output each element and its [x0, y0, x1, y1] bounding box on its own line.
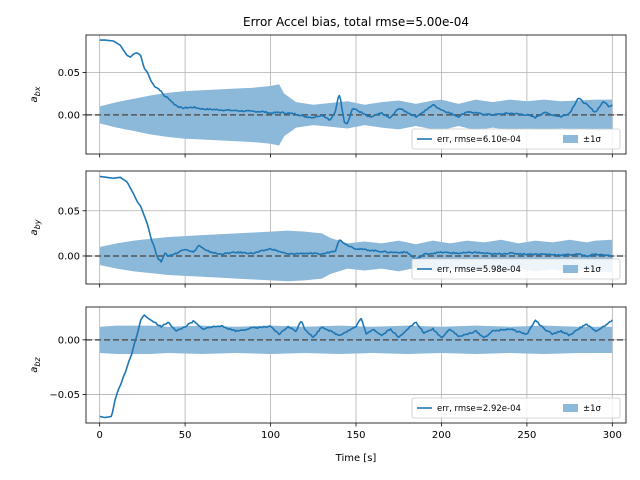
chart-title: Error Accel bias, total rmse=5.00e-04: [243, 15, 469, 29]
x-axis-label: Time [s]: [335, 453, 377, 464]
legend-entry-sigma: ±1σ: [583, 265, 602, 275]
x-tick-label: 200: [432, 430, 451, 441]
x-tick-label: 100: [261, 430, 280, 441]
error-line-bx: [99, 39, 613, 125]
legend-entry-sigma: ±1σ: [583, 404, 602, 414]
legend-band-swatch: [563, 265, 578, 273]
y-tick-label: −0.05: [49, 390, 80, 401]
legend-band-swatch: [563, 135, 578, 143]
legend-entry-error: err, rmse=5.98e-04: [437, 265, 521, 275]
y-axis-label: abz: [29, 356, 42, 372]
x-tick-label: 300: [603, 430, 622, 441]
y-tick-label: 0.00: [58, 111, 80, 122]
subplot-by: 0.00 0.05 aby err, rmse=5.98e-04 ±1σ: [29, 170, 627, 288]
legend-entry-error: err, rmse=6.10e-04: [437, 135, 521, 145]
y-axis-label: abx: [29, 86, 42, 102]
x-tick-label: 50: [179, 430, 192, 441]
legend: err, rmse=6.10e-04 ±1σ: [411, 128, 621, 150]
y-tick-label: 0.00: [58, 252, 80, 263]
subplots-container: 0.00 0.05 abx err, rmse=6.10e-04 ±1σ 0.00 0.05…: [29, 34, 627, 441]
legend-box: [411, 397, 621, 419]
error-line-by: [99, 175, 613, 263]
legend-entry-sigma: ±1σ: [583, 135, 602, 145]
y-tick-label: 0.00: [58, 335, 80, 346]
x-tick-label: 150: [346, 430, 365, 441]
legend-box: [411, 128, 621, 150]
legend-box: [411, 258, 621, 280]
legend-band-swatch: [563, 404, 578, 412]
legend-entry-error: err, rmse=2.92e-04: [437, 404, 521, 414]
error-line-bz: [99, 314, 613, 419]
subplot-bx: 0.00 0.05 abx err, rmse=6.10e-04 ±1σ: [29, 34, 627, 158]
x-tick-label: 0: [96, 430, 102, 441]
legend: err, rmse=5.98e-04 ±1σ: [411, 258, 621, 280]
subplot-bz: 0 50 100 150 200 250 300 −0.05 0.00 abz err, rmse=…: [29, 306, 627, 441]
y-tick-label: 0.05: [58, 68, 80, 79]
x-tick-label: 250: [517, 430, 536, 441]
y-tick-label: 0.05: [58, 206, 80, 217]
y-axis-label: aby: [29, 219, 42, 235]
legend: err, rmse=2.92e-04 ±1σ: [411, 397, 621, 419]
